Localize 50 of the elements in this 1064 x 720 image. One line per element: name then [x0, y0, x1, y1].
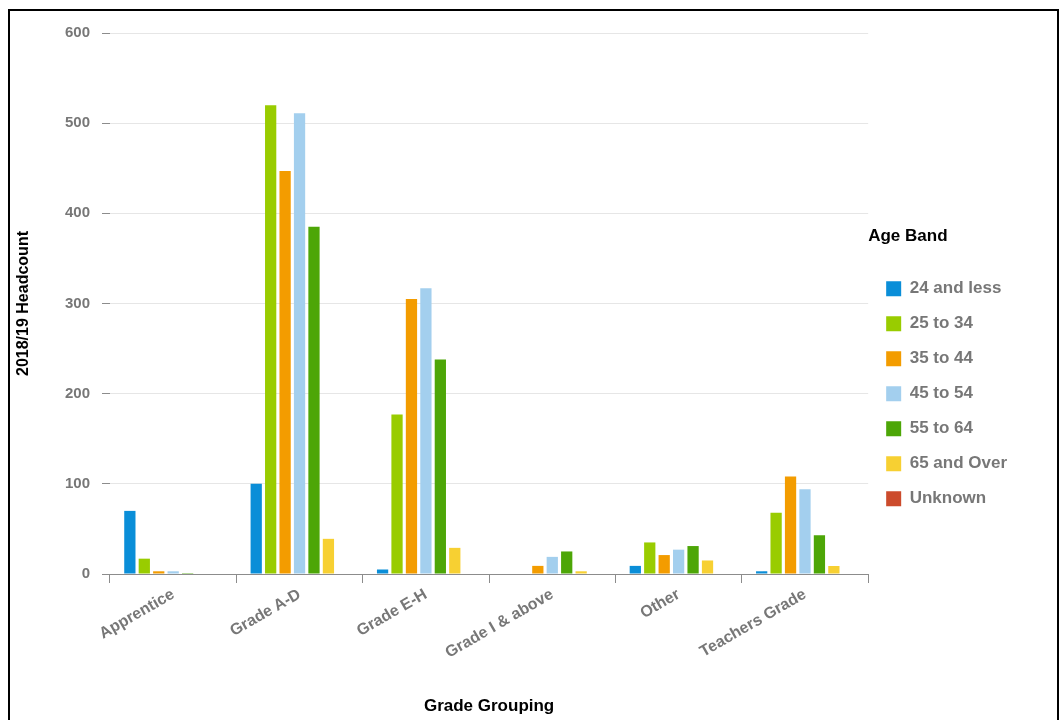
bar [405, 298, 418, 574]
bar [250, 483, 262, 574]
bar [770, 512, 782, 574]
bar [265, 105, 277, 574]
y-tick-label: 500 [64, 113, 90, 131]
legend-label: Unknown [909, 488, 987, 508]
legend-title: Age Band [868, 225, 948, 245]
legend-label: 65 and Over [909, 453, 1008, 473]
bar [293, 113, 306, 574]
bar [701, 560, 714, 574]
legend-label: 45 to 54 [909, 383, 974, 403]
bar [644, 542, 656, 574]
legend-label: 55 to 64 [909, 418, 974, 438]
bar [546, 556, 558, 574]
bar [308, 226, 320, 574]
bar [784, 476, 797, 574]
y-tick-label: 600 [64, 23, 90, 41]
legend-label: 25 to 34 [909, 313, 974, 333]
bar [799, 489, 811, 574]
bar [167, 571, 179, 574]
y-tick-label: 0 [81, 564, 90, 582]
bar [138, 558, 150, 574]
bar [658, 555, 670, 574]
x-axis-title: Grade Grouping [423, 696, 555, 716]
bar [532, 565, 544, 574]
bar [449, 547, 461, 574]
bar [434, 359, 446, 574]
bar [629, 565, 641, 574]
bar [322, 538, 335, 574]
bar [153, 571, 165, 574]
y-axis-title: 2018/19 Headcount [14, 230, 32, 376]
bar [279, 170, 291, 574]
legend-label: 35 to 44 [909, 348, 974, 368]
bar [673, 549, 685, 574]
bar [756, 571, 768, 574]
bar [575, 571, 587, 574]
bar [561, 551, 573, 574]
bar [376, 569, 389, 574]
legend-label: 24 and less [909, 278, 1002, 298]
y-tick-label: 200 [64, 383, 90, 401]
bar [828, 565, 840, 574]
bar [391, 414, 403, 574]
y-tick-label: 400 [64, 203, 90, 221]
bar [124, 510, 136, 574]
bar [420, 288, 432, 574]
x-tick-label: Other [636, 585, 683, 622]
bar [813, 535, 826, 574]
y-tick-label: 100 [64, 473, 90, 491]
y-tick-label: 300 [64, 293, 90, 311]
bar [687, 546, 699, 574]
